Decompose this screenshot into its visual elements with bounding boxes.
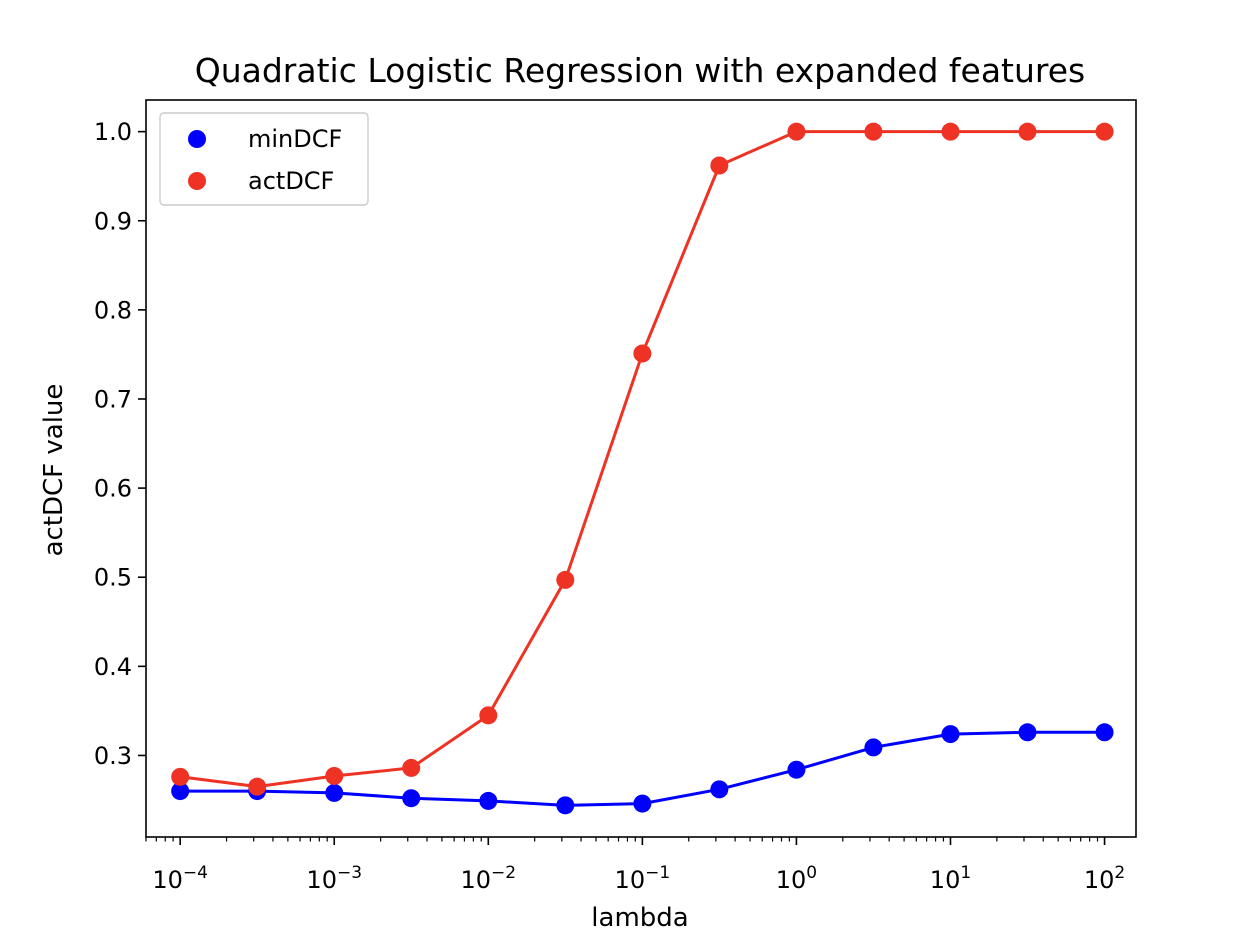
data-point-actdcf (556, 570, 575, 589)
legend-label-actdcf: actDCF (248, 167, 334, 195)
series-line-mindcf (180, 730, 1105, 807)
legend-box (159, 112, 369, 206)
legend-marker-actdcf (188, 172, 206, 190)
legend-marker-mindcf (188, 130, 206, 148)
data-point-actdcf (864, 122, 883, 141)
y-tick-label: 0.7 (94, 385, 132, 413)
x-tick-label: 100 (776, 863, 817, 894)
data-point-mindcf (1095, 723, 1114, 742)
data-point-mindcf (171, 782, 190, 801)
y-tick-label: 0.3 (94, 742, 132, 770)
y-tick-label: 0.5 (94, 564, 132, 592)
y-tick-label: 1.0 (94, 118, 132, 146)
y-tick-label: 0.6 (94, 475, 132, 503)
x-axis: 10−4 10−3 10−2 10−1 100 101 102 (145, 837, 1125, 894)
data-point-actdcf (1018, 122, 1037, 141)
data-series (171, 122, 1114, 815)
y-tick-label: 0.4 (94, 653, 132, 681)
y-tick-label: 0.9 (94, 207, 132, 235)
data-point-actdcf (787, 122, 806, 141)
data-point-mindcf (479, 791, 498, 810)
x-tick-label: 10−4 (152, 863, 208, 894)
chart-title: Quadratic Logistic Regression with expan… (195, 51, 1085, 90)
x-tick-label: 101 (930, 863, 971, 894)
data-point-actdcf (171, 767, 190, 786)
data-point-mindcf (1018, 723, 1037, 742)
data-point-mindcf (941, 725, 960, 744)
data-point-actdcf (402, 758, 421, 777)
data-point-mindcf (787, 760, 806, 779)
x-tick-label: 10−2 (460, 863, 516, 894)
data-point-actdcf (941, 122, 960, 141)
x-tick-label: 10−3 (306, 863, 362, 894)
data-point-actdcf (325, 766, 344, 785)
legend-label-mindcf: minDCF (248, 125, 342, 153)
y-axis: 0.3 0.4 0.5 0.6 0.7 0.8 0.9 1.0 (94, 118, 146, 770)
data-point-actdcf (710, 156, 729, 175)
data-point-mindcf (633, 794, 652, 813)
data-point-mindcf (325, 783, 344, 802)
data-point-mindcf (402, 789, 421, 808)
data-point-actdcf (248, 777, 267, 796)
data-point-mindcf (864, 738, 883, 757)
data-point-actdcf (1095, 122, 1114, 141)
data-point-actdcf (633, 344, 652, 363)
data-point-actdcf (479, 706, 498, 725)
y-tick-label: 0.8 (94, 296, 132, 324)
data-point-mindcf (556, 796, 575, 815)
x-tick-label: 10−1 (615, 863, 671, 894)
plot-area-frame (145, 99, 1137, 838)
y-axis-label: actDCF value (39, 384, 69, 557)
x-tick-label: 102 (1084, 863, 1125, 894)
legend: minDCF actDCF (159, 112, 369, 206)
data-point-mindcf (710, 780, 729, 799)
x-axis-label: lambda (591, 903, 688, 933)
series-line-actdcf (180, 130, 1105, 789)
